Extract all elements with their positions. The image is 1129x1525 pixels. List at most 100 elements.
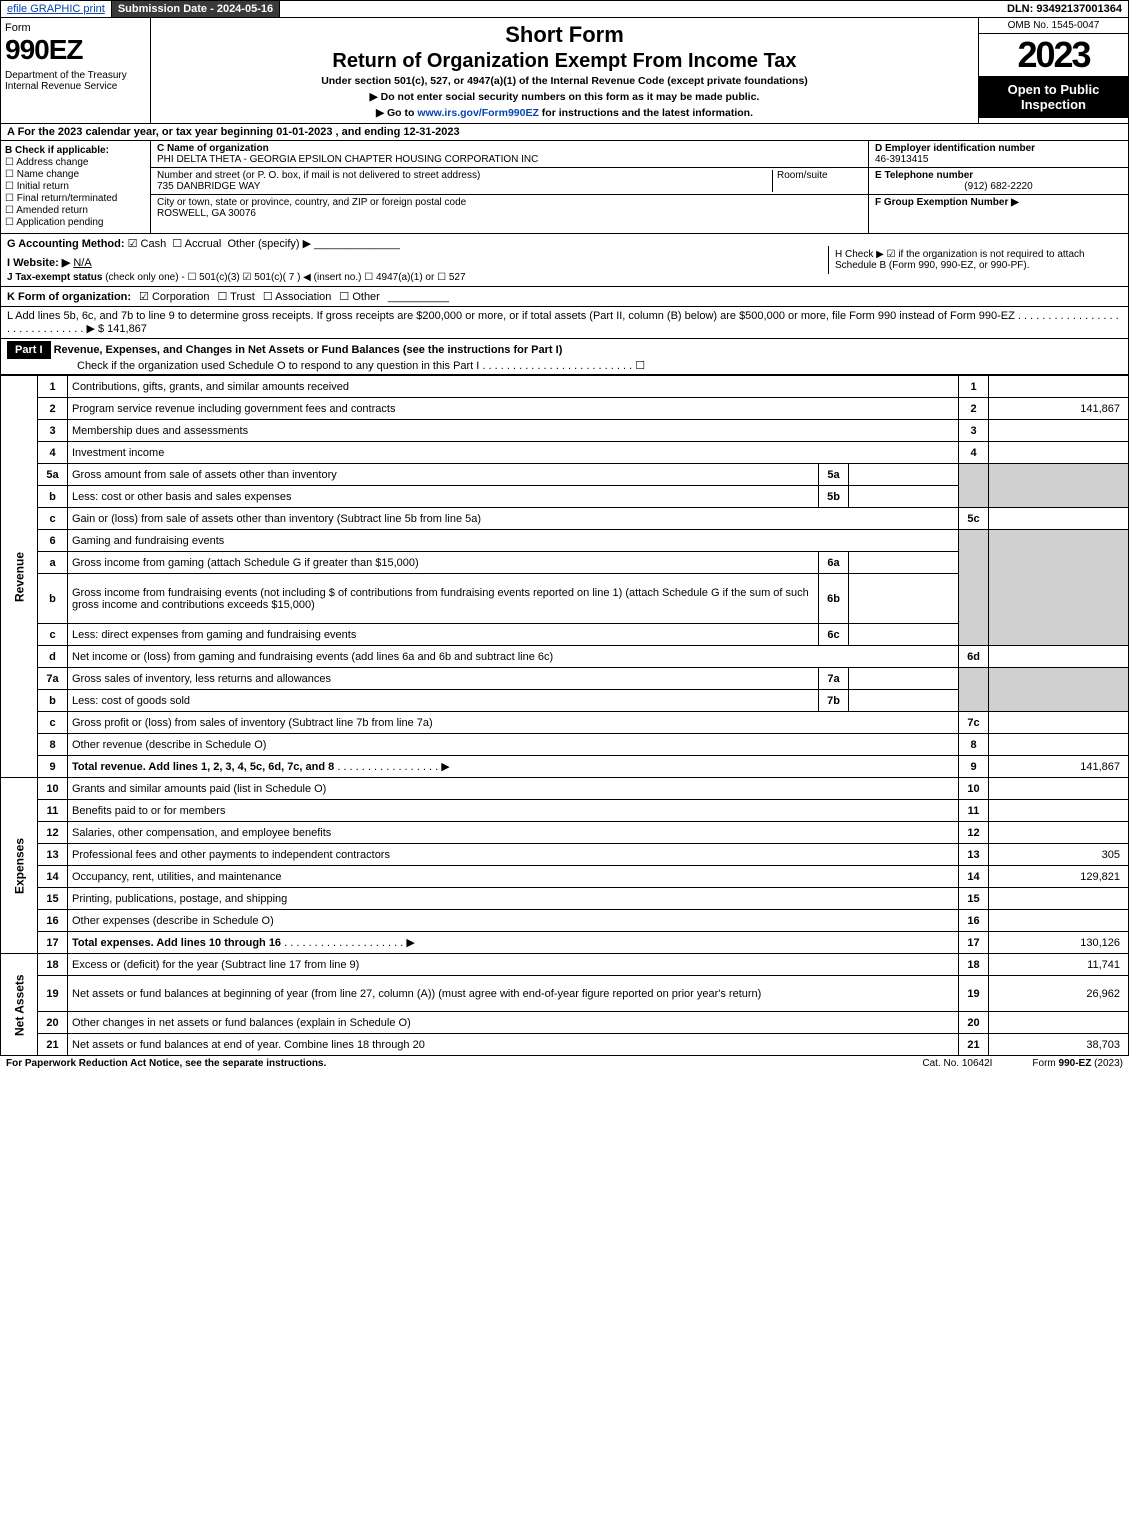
top-bar: efile GRAPHIC print Submission Date - 20…: [0, 0, 1129, 18]
irs-link[interactable]: www.irs.gov/Form990EZ: [417, 107, 539, 119]
line-4-desc: Investment income: [72, 447, 164, 459]
line-4-val: [989, 442, 1129, 464]
line-17-val: 130,126: [989, 932, 1129, 954]
goto-pre: ▶ Go to: [376, 107, 417, 119]
line-1-rnum: 1: [959, 376, 989, 398]
line-7a-desc: Gross sales of inventory, less returns a…: [72, 673, 331, 685]
box-i: I Website: ▶ N/A: [7, 256, 814, 269]
ein: 46-3913415: [875, 154, 928, 165]
telephone: (912) 682-2220: [875, 181, 1122, 192]
part1-header-row: Part I Revenue, Expenses, and Changes in…: [0, 339, 1129, 375]
city: ROSWELL, GA 30076: [157, 208, 256, 219]
footer-catno: Cat. No. 10642I: [922, 1058, 992, 1069]
bullet-ssn: ▶ Do not enter social security numbers o…: [155, 91, 974, 103]
box-f-label: F Group Exemption Number ▶: [875, 197, 1019, 208]
footer-right: Form 990-EZ (2023): [1032, 1058, 1123, 1069]
form-label: Form: [5, 22, 146, 34]
line-6c-desc: Less: direct expenses from gaming and fu…: [72, 629, 356, 641]
chk-amended-return[interactable]: Amended return: [5, 205, 146, 216]
line-18-desc: Excess or (deficit) for the year (Subtra…: [72, 959, 359, 971]
chk-initial-return[interactable]: Initial return: [5, 181, 146, 192]
expenses-sidebar: Expenses: [1, 778, 38, 954]
line-3-val: [989, 420, 1129, 442]
chk-trust[interactable]: Trust: [217, 290, 254, 303]
info-grid: B Check if applicable: Address change Na…: [0, 141, 1129, 234]
line-18-val: 11,741: [989, 954, 1129, 976]
line-8-desc: Other revenue (describe in Schedule O): [72, 739, 266, 751]
street: 735 DANBRIDGE WAY: [157, 181, 260, 192]
website: N/A: [73, 257, 91, 269]
line-14-desc: Occupancy, rent, utilities, and maintena…: [72, 871, 282, 883]
header-left: Form 990EZ Department of the Treasury In…: [1, 18, 151, 123]
line-11-desc: Benefits paid to or for members: [72, 805, 225, 817]
tax-year: 2023: [979, 34, 1128, 76]
org-name: PHI DELTA THETA - GEORGIA EPSILON CHAPTE…: [157, 154, 538, 165]
line-14-val: 129,821: [989, 866, 1129, 888]
box-b-header: B Check if applicable:: [5, 145, 146, 156]
footer: For Paperwork Reduction Act Notice, see …: [0, 1056, 1129, 1071]
efile-print-link[interactable]: efile GRAPHIC print: [1, 1, 112, 17]
line-3-desc: Membership dues and assessments: [72, 425, 248, 437]
chk-other-org[interactable]: Other: [339, 290, 379, 303]
part1-title: Revenue, Expenses, and Changes in Net As…: [54, 344, 563, 356]
gross-receipts: 141,867: [107, 323, 147, 335]
form-header: Form 990EZ Department of the Treasury In…: [0, 18, 1129, 124]
part1-check: Check if the organization used Schedule …: [7, 360, 645, 372]
netassets-sidebar: Net Assets: [1, 954, 38, 1056]
box-k: K Form of organization: Corporation Trus…: [0, 287, 1129, 307]
box-l: L Add lines 5b, 6c, and 7b to line 9 to …: [0, 307, 1129, 339]
line-6b-desc: Gross income from fundraising events (no…: [72, 587, 809, 611]
box-def: D Employer identification number 46-3913…: [868, 141, 1128, 233]
room-suite-label: Room/suite: [772, 170, 862, 192]
chk-accrual[interactable]: Accrual: [172, 238, 221, 250]
box-j: J Tax-exempt status (check only one) - ☐…: [7, 272, 814, 283]
line-13-val: 305: [989, 844, 1129, 866]
department: Department of the Treasury Internal Reve…: [5, 70, 146, 92]
line-20-desc: Other changes in net assets or fund bala…: [72, 1017, 411, 1029]
chk-address-change[interactable]: Address change: [5, 157, 146, 168]
subtitle: Under section 501(c), 527, or 4947(a)(1)…: [155, 75, 974, 87]
chk-final-return[interactable]: Final return/terminated: [5, 193, 146, 204]
form-number: 990EZ: [5, 34, 146, 66]
line-10-desc: Grants and similar amounts paid (list in…: [72, 783, 326, 795]
header-center: Short Form Return of Organization Exempt…: [151, 18, 978, 123]
section-a: A For the 2023 calendar year, or tax yea…: [0, 124, 1129, 141]
submission-date: Submission Date - 2024-05-16: [112, 1, 280, 17]
line-15-desc: Printing, publications, postage, and shi…: [72, 893, 287, 905]
return-title: Return of Organization Exempt From Incom…: [155, 50, 974, 73]
box-c-label: C Name of organization: [157, 143, 269, 154]
line-1-desc: Contributions, gifts, grants, and simila…: [72, 381, 349, 393]
line-1-val: [989, 376, 1129, 398]
line-6a-desc: Gross income from gaming (attach Schedul…: [72, 557, 419, 569]
line-19-desc: Net assets or fund balances at beginning…: [72, 988, 761, 1000]
line-1-num: 1: [38, 376, 68, 398]
revenue-sidebar: Revenue: [1, 376, 38, 778]
box-e-label: E Telephone number: [875, 170, 973, 181]
dln: DLN: 93492137001364: [1001, 1, 1128, 17]
street-label: Number and street (or P. O. box, if mail…: [157, 170, 480, 181]
chk-cash[interactable]: Cash: [128, 238, 167, 250]
chk-corporation[interactable]: Corporation: [139, 290, 209, 303]
chk-application-pending[interactable]: Application pending: [5, 217, 146, 228]
line-5c-desc: Gain or (loss) from sale of assets other…: [72, 513, 481, 525]
lines-table: Revenue 1 Contributions, gifts, grants, …: [0, 375, 1129, 1056]
bullet-goto: ▶ Go to www.irs.gov/Form990EZ for instru…: [155, 107, 974, 119]
line-13-desc: Professional fees and other payments to …: [72, 849, 390, 861]
line-16-desc: Other expenses (describe in Schedule O): [72, 915, 274, 927]
footer-left: For Paperwork Reduction Act Notice, see …: [6, 1058, 326, 1069]
chk-name-change[interactable]: Name change: [5, 169, 146, 180]
omb-number: OMB No. 1545-0047: [979, 18, 1128, 34]
box-c: C Name of organization PHI DELTA THETA -…: [151, 141, 868, 233]
chk-association[interactable]: Association: [263, 290, 332, 303]
line-21-val: 38,703: [989, 1034, 1129, 1056]
line-6d-desc: Net income or (loss) from gaming and fun…: [72, 651, 553, 663]
tax-exempt-options: (check only one) - ☐ 501(c)(3) ☑ 501(c)(…: [105, 272, 465, 283]
line-2-val: 141,867: [989, 398, 1129, 420]
box-d-label: D Employer identification number: [875, 143, 1035, 154]
open-inspection: Open to Public Inspection: [979, 76, 1128, 118]
part1-label: Part I: [7, 341, 51, 359]
goto-post: for instructions and the latest informat…: [539, 107, 753, 119]
box-g: G Accounting Method: Cash Accrual Other …: [7, 237, 814, 250]
box-h: H Check ▶ ☑ if the organization is not r…: [828, 246, 1128, 274]
line-7c-desc: Gross profit or (loss) from sales of inv…: [72, 717, 433, 729]
